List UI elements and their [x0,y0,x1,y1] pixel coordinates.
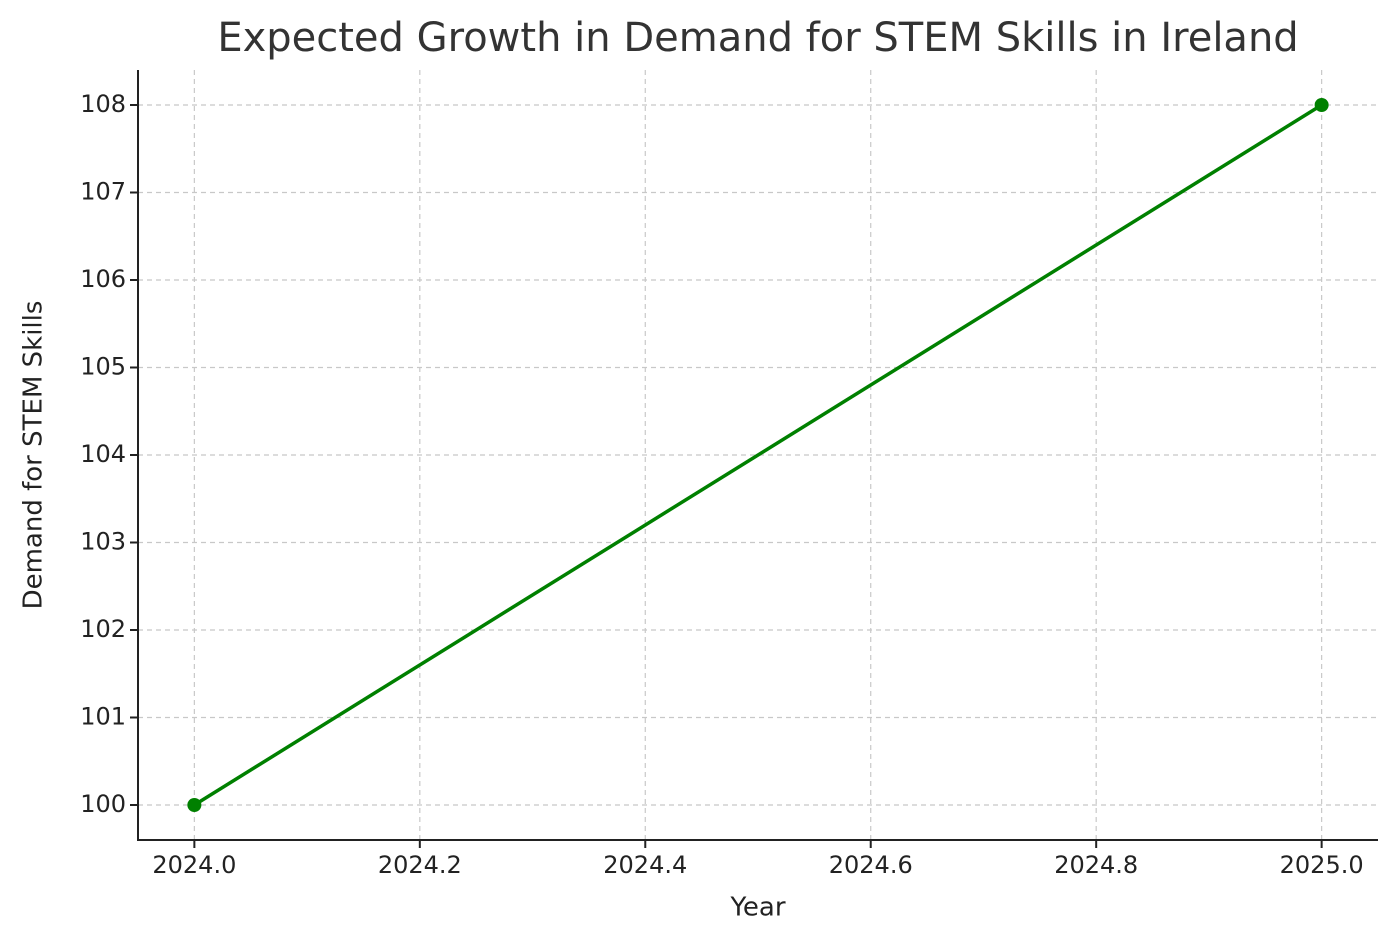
y-tick-label: 104 [80,440,126,468]
y-tick-label: 108 [80,90,126,118]
y-tick-label: 106 [80,265,126,293]
x-tick-label: 2025.0 [1280,851,1364,879]
chart-title: Expected Growth in Demand for STEM Skill… [217,15,1298,61]
y-tick-label: 100 [80,790,126,818]
x-tick-label: 2024.6 [829,851,913,879]
y-tick-label: 105 [80,353,126,381]
x-tick-label: 2024.0 [152,851,236,879]
data-point [187,798,202,812]
x-axis-label: Year [729,893,785,923]
y-tick-label: 103 [80,528,126,556]
x-tick-label: 2024.4 [603,851,687,879]
y-tick-label: 101 [80,703,126,731]
x-tick-label: 2024.8 [1054,851,1138,879]
x-tick-label: 2024.2 [378,851,462,879]
y-tick-label: 107 [80,178,126,206]
data-point [1314,98,1329,112]
y-axis-label: Demand for STEM Skills [19,301,49,610]
data-line [193,103,1323,807]
y-tick-label: 102 [80,615,126,643]
